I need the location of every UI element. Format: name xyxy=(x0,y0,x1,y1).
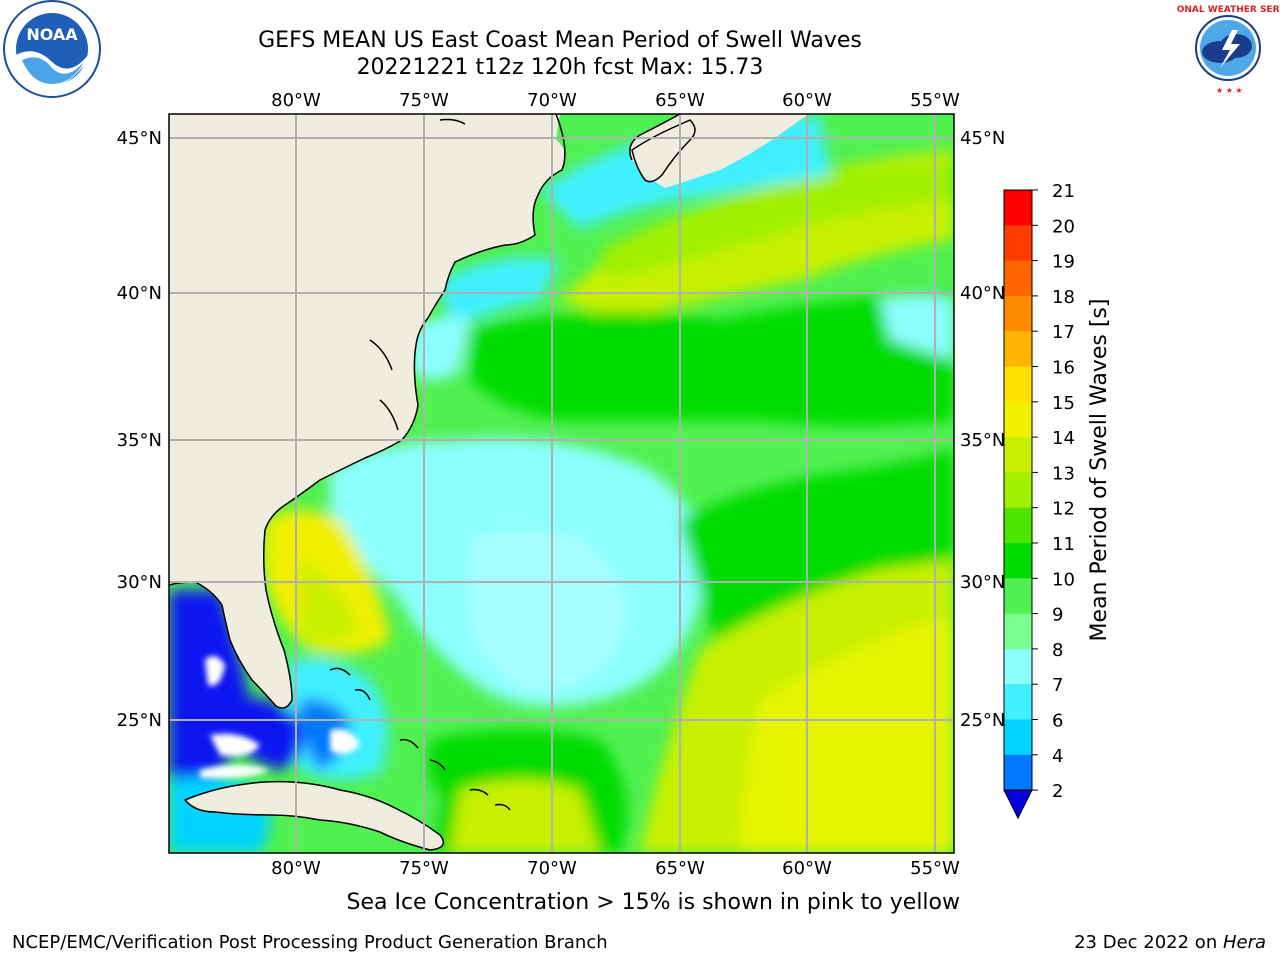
colorbar-tick-label: 7 xyxy=(1052,675,1063,696)
footer-host: Hera xyxy=(1222,932,1266,953)
colorbar-tick-label: 12 xyxy=(1052,499,1075,520)
swell-period-field xyxy=(169,114,954,853)
axis-labels: 80°W 75°W 70°W 65°W 60°W 55°W 80°W 75°W … xyxy=(117,90,1006,879)
svg-text:★ ★ ★: ★ ★ ★ xyxy=(1216,86,1243,95)
nws-logo: NATIONAL WEATHER SERVICE ★ ★ ★ xyxy=(1176,2,1280,95)
north-america-land xyxy=(169,114,810,708)
colorbar-segment xyxy=(1004,578,1032,615)
colorbar-label: Mean Period of Swell Waves [s] xyxy=(1087,299,1112,642)
colorbar-segment xyxy=(1004,295,1032,332)
lat-label-right: 25°N xyxy=(960,710,1005,731)
cuba-land xyxy=(185,781,444,850)
colorbar-tick-label: 13 xyxy=(1052,463,1075,484)
colorbar-tick-label: 10 xyxy=(1052,569,1075,590)
lat-label-left: 30°N xyxy=(117,572,162,593)
colorbar-segment xyxy=(1004,754,1032,791)
lon-label-top: 55°W xyxy=(910,90,960,111)
colorbar-segment xyxy=(1004,260,1032,297)
lon-label-bottom: 80°W xyxy=(271,858,321,879)
colorbar-segment xyxy=(1004,331,1032,367)
colorbar-tick-label: 16 xyxy=(1052,358,1075,379)
lon-label-top: 65°W xyxy=(655,90,705,111)
colorbar-tick-label: 14 xyxy=(1052,428,1075,449)
lon-label-bottom: 65°W xyxy=(655,858,705,879)
colorbar-segment xyxy=(1004,472,1032,509)
colorbar-outline xyxy=(1003,189,1033,791)
lon-label-bottom: 55°W xyxy=(910,858,960,879)
lon-label-bottom: 75°W xyxy=(399,858,449,879)
colorbar-tick-label: 15 xyxy=(1052,393,1075,414)
map-title: GEFS MEAN US East Coast Mean Period of S… xyxy=(258,28,862,53)
lat-label-left: 35°N xyxy=(117,430,162,451)
colorbar-segment xyxy=(1004,437,1032,473)
colorbar-segment xyxy=(1004,225,1032,262)
colorbar-segment xyxy=(1004,401,1032,438)
colorbar-extend-arrow xyxy=(1003,789,1033,820)
nws-logo-text: NATIONAL WEATHER SERVICE xyxy=(1176,5,1280,15)
lon-label-bottom: 60°W xyxy=(782,858,832,879)
lat-label-left: 25°N xyxy=(117,710,162,731)
colorbar-segment xyxy=(1004,613,1032,650)
colorbar-tick-label: 20 xyxy=(1052,216,1075,237)
colorbar-tick-label: 17 xyxy=(1052,322,1075,343)
colorbar-segment xyxy=(1004,543,1032,579)
colorbar-tick-label: 8 xyxy=(1052,640,1063,661)
map-subtitle: 20221221 t12z 120h fcst Max: 15.73 xyxy=(356,55,764,80)
colorbar-segment xyxy=(1004,684,1032,720)
colorbar-segment xyxy=(1004,507,1032,544)
lon-label-top: 80°W xyxy=(271,90,321,111)
lon-label-top: 75°W xyxy=(399,90,449,111)
colorbar-tick-label: 11 xyxy=(1052,534,1075,555)
coastlines xyxy=(169,114,696,851)
graticule xyxy=(169,114,954,853)
colorbar-segment xyxy=(1004,648,1032,685)
sea-ice-caption: Sea Ice Concentration > 15% is shown in … xyxy=(346,890,960,915)
footer-credit: NCEP/EMC/Verification Post Processing Pr… xyxy=(12,932,608,953)
lat-label-left: 45°N xyxy=(117,128,162,149)
colorbar-segment xyxy=(1004,366,1032,403)
noaa-logo-text: NOAA xyxy=(26,25,78,44)
colorbar-tick-label: 2 xyxy=(1052,781,1063,802)
lon-label-top: 70°W xyxy=(527,90,577,111)
lat-label-right: 30°N xyxy=(960,572,1005,593)
colorbar-tick-label: 19 xyxy=(1052,252,1075,273)
noaa-logo: NOAA xyxy=(3,0,101,98)
colorbar-segment xyxy=(1004,190,1032,226)
colorbar-segment xyxy=(1004,719,1032,756)
colorbar: 21 20 19 18 17 16 15 14 13 12 11 10 9 8 7 6 4 2 xyxy=(1003,181,1075,820)
lat-label-left: 40°N xyxy=(117,283,162,304)
map-frame xyxy=(168,113,955,854)
footer-date: 23 Dec 2022 on Hera xyxy=(1074,932,1266,953)
colorbar-tick-label: 9 xyxy=(1052,605,1063,626)
lon-label-bottom: 70°W xyxy=(527,858,577,879)
lat-label-right: 40°N xyxy=(960,283,1005,304)
lat-label-right: 35°N xyxy=(960,430,1005,451)
lat-label-right: 45°N xyxy=(960,128,1005,149)
colorbar-tick-label: 21 xyxy=(1052,181,1075,202)
colorbar-tick-label: 4 xyxy=(1052,746,1063,767)
colorbar-tick-label: 18 xyxy=(1052,287,1075,308)
colorbar-tick-label: 6 xyxy=(1052,711,1063,732)
lon-label-top: 60°W xyxy=(782,90,832,111)
